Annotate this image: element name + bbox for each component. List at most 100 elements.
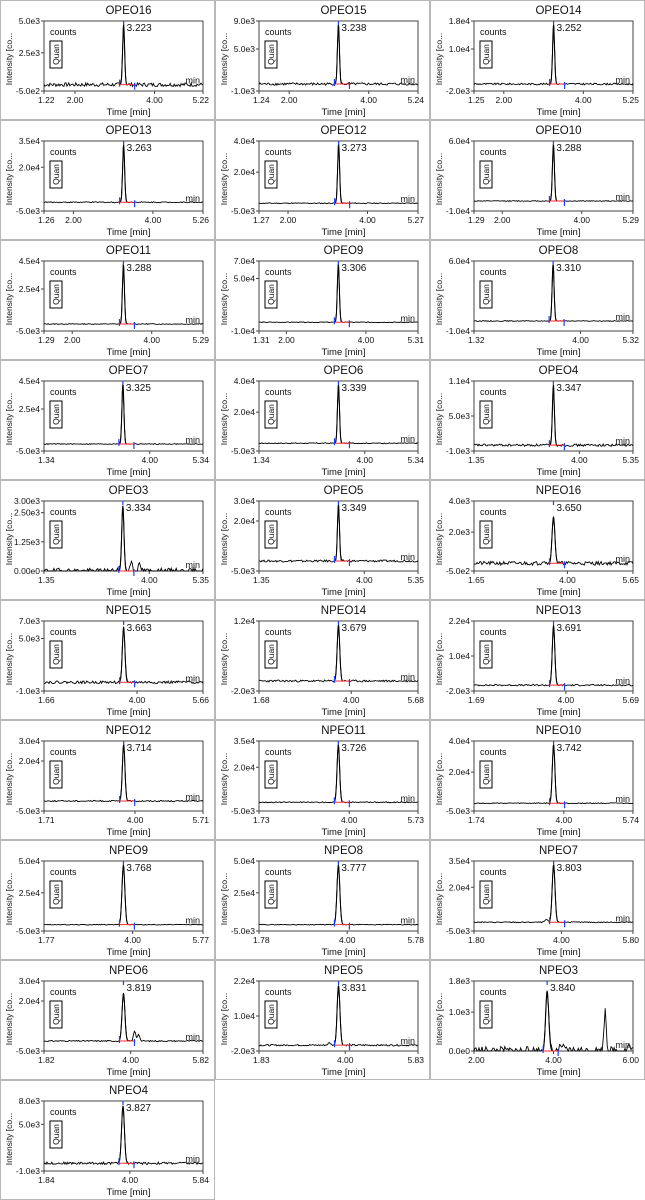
y-axis-label: Intensity [co... [4,153,14,205]
chromatogram-npeo14: NPEO14 Intensity [co... 1.2e4 -2.0e3 1.68 4.0… [215,600,430,720]
x-tick-label: 5.83 [407,1055,424,1065]
quan-box [264,880,278,909]
quan-box [264,160,278,189]
counts-label: counts [480,507,507,517]
y-tick-label: 3.0e4 [19,736,41,746]
x-tick-label: 1.35 [253,575,270,585]
y-tick-label: 2.2e4 [234,976,256,986]
x-tick-label: 1.84 [38,1175,55,1185]
quan-box [479,40,493,69]
y-axis-label: Intensity [co... [434,633,444,685]
counts-label: counts [50,267,77,277]
x-axis-label: Time [min] [322,107,366,118]
y-tick-label: 1.2e4 [234,616,256,626]
unit-label: min [400,793,415,803]
x-tick-label: 1.69 [468,695,485,705]
peak-shape [118,505,128,572]
chart-title: OPEO5 [324,485,364,497]
chart-title: OPEO12 [320,125,366,137]
quan-box [49,760,63,789]
chromatogram-opeo7: OPEO7 Intensity [co... 4.5e4 2.5e4 -5.0e3 1.3… [0,360,215,480]
quan-box [49,40,63,69]
unit-label: min [615,913,630,923]
y-tick-label: 2.5e4 [234,888,256,898]
unit-label: min [615,1040,630,1050]
y-tick-label: -5.0e3 [16,206,40,216]
x-tick-label: 5.77 [192,935,209,945]
y-axis-label: Intensity [co... [434,393,444,445]
y-tick-label: -2.0e3 [231,686,255,696]
x-tick-label: 5.24 [407,95,424,105]
x-axis-label: Time [min] [537,587,581,598]
x-tick-label: 1.24 [253,95,270,105]
x-tick-label: 1.78 [253,935,270,945]
x-axis-label: Time [min] [537,947,581,958]
x-tick-label: 4.00 [341,815,358,825]
y-tick-label: 7.0e4 [234,256,256,266]
unit-label: min [185,315,200,325]
quan-box [479,160,493,189]
x-tick-label: 5.34 [192,455,209,465]
x-tick-label: 4.00 [358,335,375,345]
counts-label: counts [265,27,292,37]
chart-svg: OPEO7 Intensity [co... 4.5e4 2.5e4 -5.0e31.3… [4,365,209,478]
x-axis-label: Time [min] [537,227,581,238]
chromatogram-opeo8: OPEO8 Intensity [co... 6.0e4 -1.0e4 1.32 4.00… [430,240,645,360]
chromatogram-trace [474,517,634,567]
y-axis-label: Intensity [co... [4,513,14,565]
x-tick-label: 5.69 [622,695,639,705]
y-axis-label: Intensity [co... [4,1113,14,1165]
x-tick-label: 4.00 [146,95,163,105]
quan-box [479,280,493,309]
counts-label: counts [480,27,507,37]
y-tick-label: 1.1e4 [449,376,471,386]
x-tick-label: 5.74 [622,815,639,825]
y-axis-label: Intensity [co... [434,153,444,205]
y-tick-label: -1.0e3 [16,686,40,696]
y-axis-label: Intensity [co... [219,873,229,925]
x-axis-label: Time [min] [537,107,581,118]
chromatogram-npeo10: NPEO10 Intensity [co... 4.0e4 2.0e4 -5.0e3 1.… [430,720,645,840]
chart-svg: OPEO4 Intensity [co... 1.1e4 5.0e3 -1.0e31.3… [434,365,639,478]
x-tick-label: 2.00 [496,95,513,105]
quan-label: Quan [481,404,491,425]
y-tick-label: 3.0e4 [234,496,256,506]
y-tick-label: 1.0e4 [449,44,471,54]
x-tick-label: 4.00 [141,575,158,585]
x-axis-label: Time [min] [107,1067,151,1078]
quan-label: Quan [51,404,61,425]
x-tick-label: 1.29 [468,215,485,225]
peak-label: 3.663 [127,623,152,634]
quan-label: Quan [51,1004,61,1025]
chart-svg: NPEO7 Intensity [co... 3.5e4 2.0e4 -5.0e31.8… [434,845,639,958]
x-tick-label: 1.77 [38,935,55,945]
x-tick-label: 5.31 [407,335,424,345]
x-tick-label: 2.00 [494,215,511,225]
y-axis-label: Intensity [co... [434,273,444,325]
chromatogram-opeo3: OPEO3 Intensity [co... 3.00e3 2.50e3 1.25e3 0… [0,480,215,600]
chromatogram-trace [43,626,204,685]
y-tick-label: 2.0e4 [19,162,41,172]
y-tick-label: 4.0e4 [234,376,256,386]
x-tick-label: 1.27 [253,215,270,225]
chromatogram-opeo10: OPEO10 Intensity [co... 6.0e4 -1.0e4 1.29 2.0… [430,120,645,240]
peak-shape [119,627,129,683]
peak-label: 3.831 [342,983,367,994]
x-tick-label: 1.34 [253,455,270,465]
x-tick-label: 4.00 [337,1055,354,1065]
x-tick-label: 2.00 [468,1055,485,1065]
chart-svg: OPEO6 Intensity [co... 4.0e4 2.0e4 -5.0e31.3… [219,365,424,478]
quan-box [49,640,63,669]
x-axis-label: Time [min] [322,947,366,958]
y-tick-label: 2.0e4 [449,767,471,777]
x-tick-label: 4.00 [124,935,141,945]
y-axis-label: Intensity [co... [219,393,229,445]
peak-label: 3.347 [556,383,581,394]
peak-shape [117,1105,129,1164]
x-axis-label: Time [min] [107,947,151,958]
y-tick-label: 3.0e4 [19,976,41,986]
chart-svg: NPEO12 Intensity [co... 3.0e4 2.0e4 -5.0e31.… [4,725,209,838]
chart-svg: NPEO9 Intensity [co... 5.0e4 2.5e4 -5.0e31.7… [4,845,209,958]
x-tick-label: 5.29 [192,335,209,345]
chromatogram-npeo5: NPEO5 Intensity [co... 2.2e4 1.0e4 -2.0e3 1.8… [215,960,430,1080]
